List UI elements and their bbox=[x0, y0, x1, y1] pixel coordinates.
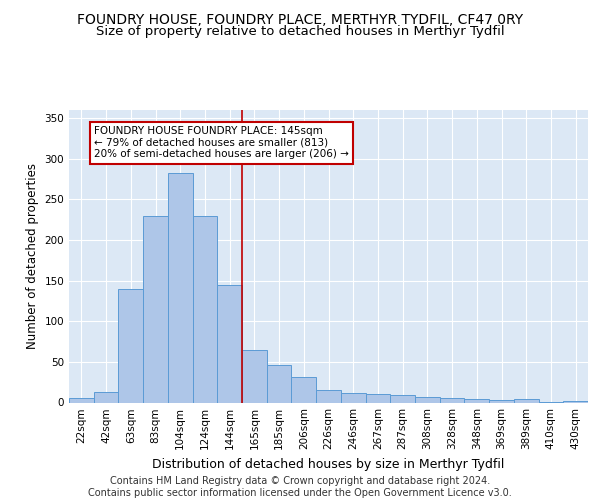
Bar bbox=[292, 376, 316, 402]
Bar bbox=[118, 289, 143, 403]
Bar bbox=[217, 284, 242, 403]
Bar bbox=[365, 394, 390, 402]
Bar bbox=[242, 350, 267, 403]
Bar bbox=[514, 399, 539, 402]
Text: Contains HM Land Registry data © Crown copyright and database right 2024.
Contai: Contains HM Land Registry data © Crown c… bbox=[88, 476, 512, 498]
Text: FOUNDRY HOUSE, FOUNDRY PLACE, MERTHYR TYDFIL, CF47 0RY: FOUNDRY HOUSE, FOUNDRY PLACE, MERTHYR TY… bbox=[77, 12, 523, 26]
Bar bbox=[168, 172, 193, 402]
Text: Size of property relative to detached houses in Merthyr Tydfil: Size of property relative to detached ho… bbox=[95, 25, 505, 38]
Bar bbox=[94, 392, 118, 402]
Bar bbox=[390, 395, 415, 402]
Bar bbox=[193, 216, 217, 402]
Bar bbox=[440, 398, 464, 402]
Bar bbox=[489, 400, 514, 402]
Text: FOUNDRY HOUSE FOUNDRY PLACE: 145sqm
← 79% of detached houses are smaller (813)
2: FOUNDRY HOUSE FOUNDRY PLACE: 145sqm ← 79… bbox=[94, 126, 349, 160]
Bar bbox=[563, 401, 588, 402]
Bar bbox=[316, 390, 341, 402]
Y-axis label: Number of detached properties: Number of detached properties bbox=[26, 163, 39, 349]
Bar bbox=[464, 399, 489, 402]
Bar bbox=[341, 393, 365, 402]
X-axis label: Distribution of detached houses by size in Merthyr Tydfil: Distribution of detached houses by size … bbox=[152, 458, 505, 471]
Bar bbox=[267, 365, 292, 403]
Bar bbox=[415, 397, 440, 402]
Bar bbox=[143, 216, 168, 402]
Bar bbox=[69, 398, 94, 402]
